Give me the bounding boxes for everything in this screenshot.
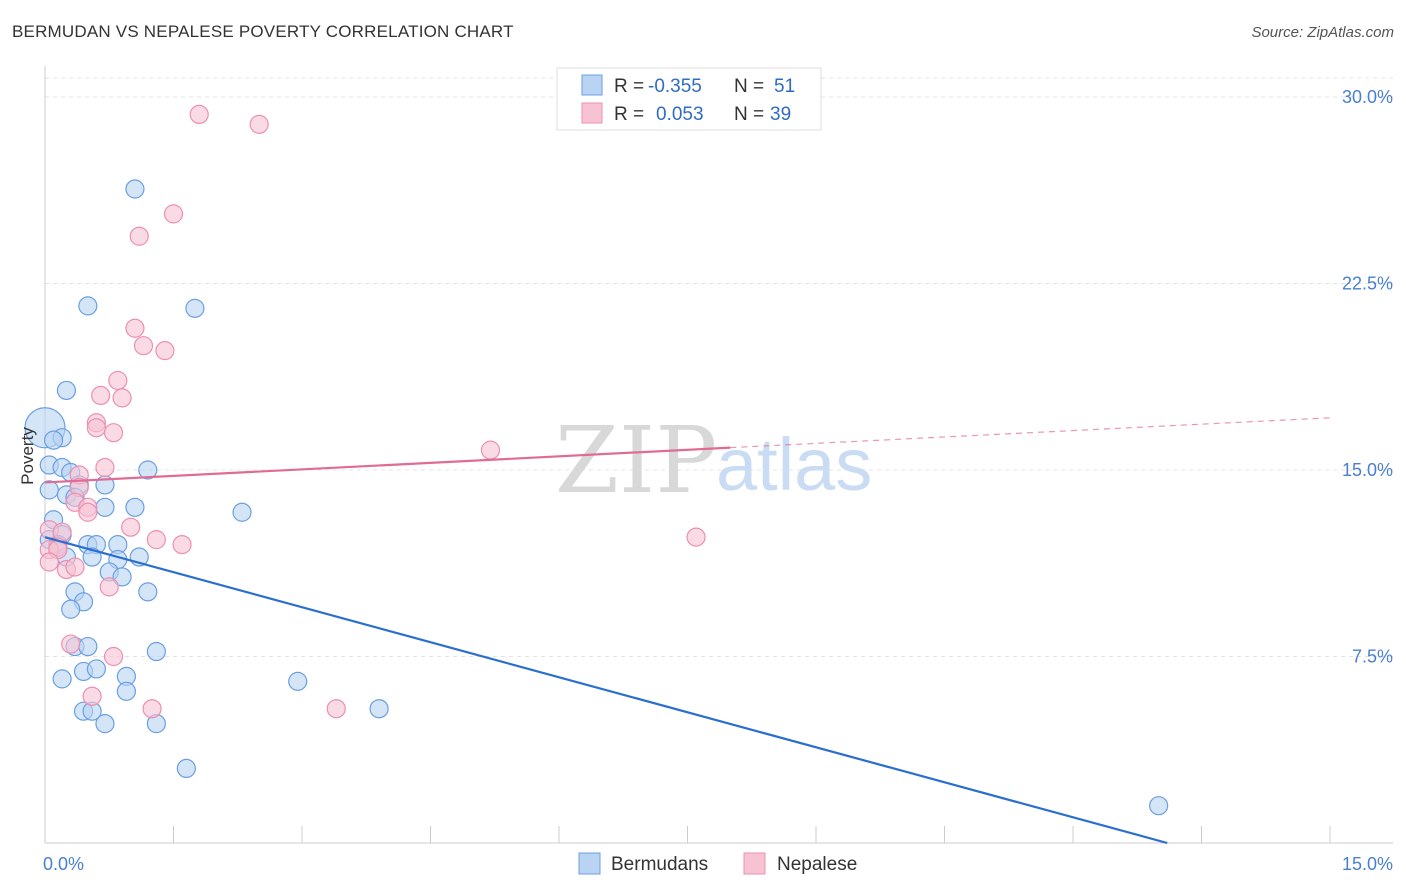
- nepalese-point: [112, 388, 132, 408]
- nepalese-point: [686, 527, 706, 547]
- points-layer: [24, 104, 1169, 816]
- grid-layer: [45, 77, 1395, 657]
- nepalese-point: [65, 557, 85, 577]
- bermudan-point: [125, 497, 145, 517]
- nepalese-point: [103, 423, 124, 443]
- nepalese-point: [82, 686, 102, 706]
- bottom-legend: Bermudans Nepalese: [578, 852, 857, 875]
- trend-layer: [44, 417, 1331, 845]
- legend-n-value-bermudans: 51: [774, 76, 795, 97]
- nepalese-trend-line: [44, 446, 731, 484]
- bermudan-trend-line: [44, 536, 1168, 845]
- bottom-legend-label-nepalese: Nepalese: [777, 854, 857, 875]
- legend-r-label-nepalese: R =: [614, 104, 644, 125]
- source-credit: Source: ZipAtlas.com: [1251, 24, 1394, 41]
- bermudan-point: [185, 298, 205, 318]
- y-tick-label: 7.5%: [1352, 647, 1393, 667]
- nepalese-point: [480, 440, 501, 460]
- nepalese-point: [155, 341, 175, 361]
- bermudan-point: [232, 502, 252, 522]
- nepalese-point: [91, 385, 111, 405]
- nepalese-point: [249, 114, 269, 134]
- bermudan-point: [288, 671, 308, 691]
- x-tick-label: 15.0%: [1342, 854, 1393, 874]
- bermudan-point: [39, 480, 59, 500]
- legend-box: R = -0.355 N = 51 R = 0.053 N = 39: [556, 67, 822, 131]
- nepalese-point: [39, 552, 59, 572]
- bottom-legend-label-bermudans: Bermudans: [611, 854, 708, 875]
- bermudan-point: [146, 641, 166, 662]
- nepalese-point: [121, 517, 141, 537]
- legend-r-value-bermudans: -0.355: [648, 76, 702, 97]
- bottom-legend-swatch-nepalese: [743, 852, 766, 875]
- nepalese-point: [86, 418, 107, 438]
- nepalese-point: [99, 577, 119, 597]
- y-tick-label: 22.5%: [1342, 274, 1393, 294]
- legend-r-label-bermudans: R =: [614, 76, 644, 97]
- bermudan-point: [78, 296, 98, 316]
- nepalese-point: [95, 457, 115, 478]
- x-tick-label: 0.0%: [43, 854, 84, 874]
- legend-swatch-bermudans: [581, 74, 603, 96]
- watermark-zip: ZIP: [555, 407, 717, 514]
- legend-r-value-nepalese: 0.053: [656, 104, 704, 125]
- nepalese-point: [326, 699, 346, 719]
- nepalese-point: [103, 646, 124, 667]
- nepalese-trend-extension: [730, 417, 1331, 449]
- bermudan-point: [369, 699, 389, 719]
- bermudan-point: [86, 659, 107, 679]
- legend-n-value-nepalese: 39: [770, 104, 791, 125]
- nepalese-point: [78, 502, 98, 522]
- chart-title: BERMUDAN VS NEPALESE POVERTY CORRELATION…: [12, 22, 514, 41]
- nepalese-point: [146, 530, 166, 550]
- bermudan-point: [95, 714, 115, 734]
- bottom-legend-swatch-bermudans: [578, 852, 601, 875]
- watermark: ZIP atlas: [555, 407, 872, 514]
- bermudan-point: [176, 758, 196, 779]
- axis-layer: 7.5% 15.0% 22.5% 30.0% 0.0% 15.0%: [43, 66, 1393, 874]
- nepalese-point: [163, 204, 184, 224]
- bermudan-point: [138, 582, 158, 602]
- y-tick-label: 30.0%: [1342, 87, 1393, 107]
- legend-swatch-nepalese: [581, 102, 603, 124]
- bermudan-point: [1149, 796, 1169, 816]
- bermudan-point: [43, 430, 64, 450]
- bermudan-point: [52, 669, 72, 689]
- nepalese-point: [172, 534, 192, 555]
- bermudan-point: [112, 567, 132, 587]
- nepalese-point: [142, 699, 162, 719]
- bermudan-point: [125, 179, 145, 199]
- nepalese-point: [129, 226, 149, 246]
- legend-n-label-nepalese: N =: [734, 104, 764, 125]
- y-axis-title: Poverty: [18, 427, 37, 485]
- watermark-atlas: atlas: [716, 423, 872, 506]
- nepalese-point: [125, 318, 145, 338]
- bermudan-point: [78, 636, 98, 657]
- bermudan-point: [116, 681, 136, 701]
- bermudan-point: [138, 460, 158, 480]
- bermudan-point: [95, 497, 115, 517]
- y-tick-label: 15.0%: [1342, 460, 1393, 480]
- bermudan-point: [82, 547, 102, 567]
- legend-n-label-bermudans: N =: [734, 76, 764, 97]
- bermudan-point: [61, 599, 81, 619]
- nepalese-point: [108, 370, 128, 391]
- nepalese-point: [189, 104, 209, 125]
- nepalese-point: [133, 336, 154, 356]
- bermudan-point: [56, 380, 77, 401]
- nepalese-point: [61, 634, 81, 654]
